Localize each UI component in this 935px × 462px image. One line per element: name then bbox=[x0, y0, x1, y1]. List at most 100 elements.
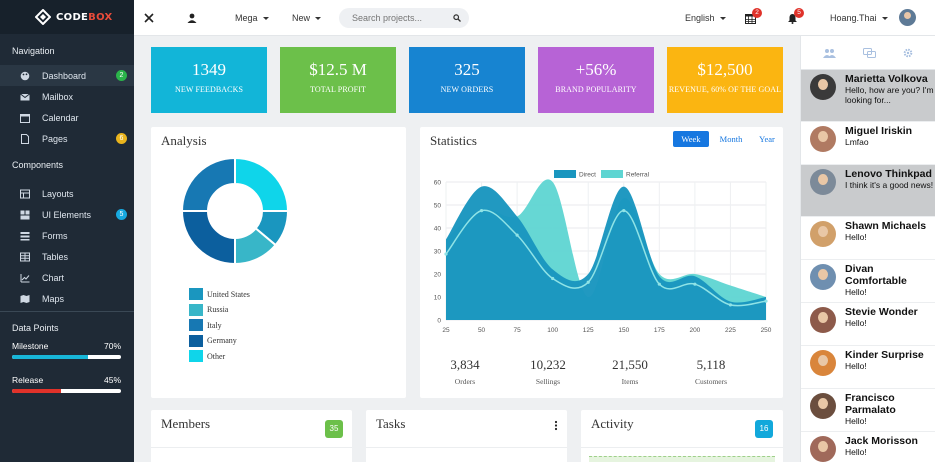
chart-legend-swatch bbox=[554, 170, 576, 178]
x-tick-label: 250 bbox=[761, 327, 772, 334]
chat-rail: Marietta Volkova Hello, how are you? I'm … bbox=[800, 36, 935, 462]
tab-week[interactable]: Week bbox=[673, 131, 709, 147]
donut-slice[interactable] bbox=[234, 156, 290, 212]
tab-year[interactable]: Year bbox=[759, 134, 775, 144]
milestone-progress-fill bbox=[12, 355, 89, 359]
avatar-face-shape bbox=[904, 12, 911, 19]
sidebar-item-pages[interactable]: Pages 6 bbox=[0, 128, 134, 149]
sidebar-item-label: UI Elements bbox=[42, 209, 92, 220]
statistics-panel: Statistics Week Month Year 0 10 20 30 40 50 60… bbox=[420, 127, 783, 398]
section-components: Components bbox=[12, 160, 64, 170]
calendar-notifications-button[interactable]: 2 bbox=[745, 0, 762, 36]
x-tick-label: 75 bbox=[513, 327, 521, 334]
close-icon bbox=[144, 13, 154, 23]
gear-icon[interactable] bbox=[903, 48, 913, 58]
chat-list-item[interactable]: Lenovo Thinkpad I think it's a good news! bbox=[801, 165, 935, 217]
avatar bbox=[810, 169, 836, 195]
chat-text: Miguel Iriskin Lmfao bbox=[845, 125, 912, 147]
members-divider bbox=[151, 447, 352, 448]
stat-card-1[interactable]: 1349 NEW FEEDBACKS bbox=[151, 47, 267, 113]
chat-text: Kinder Surprise Hello! bbox=[845, 349, 924, 371]
table-icon bbox=[20, 252, 30, 261]
chat-text: Marietta Volkova Hello, how are you? I'm … bbox=[845, 73, 935, 105]
sidebar: CODEBOX Navigation Dashboard 2 Mailbox Cale… bbox=[0, 0, 134, 462]
chat-list-item[interactable]: Miguel Iriskin Lmfao bbox=[801, 122, 935, 165]
search-icon[interactable] bbox=[453, 14, 461, 22]
release-progress-fill bbox=[12, 389, 62, 393]
calendar-icon bbox=[20, 113, 30, 123]
series-line-inner bbox=[445, 209, 767, 307]
chat-contact-name: Miguel Iriskin bbox=[845, 125, 913, 137]
chat-list-item[interactable]: Stevie Wonder Hello! bbox=[801, 303, 935, 346]
data-point[interactable] bbox=[444, 252, 448, 256]
data-point[interactable] bbox=[551, 276, 555, 281]
data-point[interactable] bbox=[479, 209, 484, 213]
stat-value: $12.5 M bbox=[309, 60, 367, 79]
tab-month[interactable]: Month bbox=[719, 134, 743, 144]
sidebar-item-mailbox[interactable]: Mailbox bbox=[0, 86, 134, 107]
data-point[interactable] bbox=[622, 209, 626, 213]
new-label: New bbox=[292, 13, 311, 23]
sidebar-item-ui-elements[interactable]: UI Elements 5 bbox=[0, 204, 134, 225]
chat-contact-name: Jack Morisson bbox=[845, 435, 918, 447]
sidebar-divider bbox=[0, 311, 134, 312]
user-menu-button[interactable] bbox=[187, 0, 197, 36]
new-menu-dropdown[interactable]: New bbox=[292, 0, 322, 36]
legend-swatch bbox=[189, 303, 203, 316]
stat-card-3[interactable]: 325 NEW ORDERS bbox=[409, 47, 525, 113]
data-point[interactable] bbox=[728, 303, 733, 307]
envelope-icon bbox=[20, 93, 30, 100]
data-point[interactable] bbox=[657, 282, 661, 286]
chat-list-item[interactable]: Shawn Michaels Hello! bbox=[801, 217, 935, 260]
y-tick-label: 10 bbox=[434, 295, 442, 302]
donut-slice[interactable] bbox=[180, 156, 236, 212]
data-point[interactable] bbox=[515, 233, 519, 237]
chat-text: Jack Morisson Hello! bbox=[845, 435, 918, 457]
topbar: Mega New English 2 5 Hoang.Thai bbox=[134, 0, 935, 36]
chat-list-item[interactable]: Jack Morisson Hello! bbox=[801, 432, 935, 462]
legend-swatch bbox=[189, 334, 203, 347]
chat-list-item[interactable]: Kinder Surprise Hello! bbox=[801, 346, 935, 389]
data-point[interactable] bbox=[764, 299, 768, 303]
series-area-direct[interactable] bbox=[446, 186, 766, 320]
chat-list-item[interactable]: Marietta Volkova Hello, how are you? I'm … bbox=[801, 70, 935, 122]
donut-slice[interactable] bbox=[180, 210, 236, 266]
x-tick-label: 150 bbox=[618, 327, 629, 334]
close-button[interactable] bbox=[144, 0, 154, 36]
chat-list-item[interactable]: Divan Comfortable Hello! bbox=[801, 260, 935, 303]
language-dropdown[interactable]: English bbox=[685, 0, 726, 36]
stat-card-5[interactable]: $12,500 REVENUE, 60% OF THE GOAL bbox=[667, 47, 783, 113]
x-tick-label: 50 bbox=[478, 327, 486, 334]
members-title: Members bbox=[161, 416, 211, 431]
data-point[interactable] bbox=[693, 282, 697, 286]
analysis-panel: Analysis United States Russia Italy Germany… bbox=[151, 127, 406, 398]
search-input[interactable] bbox=[339, 8, 469, 28]
stat-card-2[interactable]: $12.5 M TOTAL PROFIT bbox=[280, 47, 396, 113]
mega-menu-dropdown[interactable]: Mega bbox=[235, 0, 269, 36]
users-icon[interactable] bbox=[822, 48, 836, 58]
brand-logo[interactable]: CODEBOX bbox=[0, 0, 134, 34]
tasks-divider bbox=[366, 447, 567, 448]
calendar-grid-icon bbox=[745, 13, 756, 24]
sidebar-item-calendar[interactable]: Calendar bbox=[0, 107, 134, 128]
account-name: Hoang.Thai bbox=[830, 13, 877, 23]
chat-message-preview: I think it's a good news! bbox=[845, 180, 934, 190]
data-point[interactable] bbox=[586, 280, 590, 284]
account-avatar[interactable] bbox=[899, 9, 916, 26]
more-vertical-icon[interactable] bbox=[554, 420, 558, 431]
notifications-button[interactable]: 5 bbox=[787, 0, 804, 36]
tasks-title: Tasks bbox=[376, 416, 406, 431]
chat-list-item[interactable]: Francisco Parmalato Hello! bbox=[801, 389, 935, 432]
chat-bubbles-icon[interactable] bbox=[862, 47, 876, 58]
section-navigation: Navigation bbox=[12, 46, 55, 56]
sidebar-item-maps[interactable]: Maps bbox=[0, 288, 134, 309]
y-tick-label: 40 bbox=[434, 226, 442, 233]
sidebar-item-dashboard[interactable]: Dashboard 2 bbox=[0, 65, 134, 86]
sidebar-item-forms[interactable]: Forms bbox=[0, 225, 134, 246]
stat-value: 325 bbox=[454, 60, 480, 79]
sidebar-item-chart[interactable]: Chart bbox=[0, 267, 134, 288]
sidebar-item-tables[interactable]: Tables bbox=[0, 246, 134, 267]
stat-card-4[interactable]: +56% BRAND POPULARITY bbox=[538, 47, 654, 113]
account-dropdown[interactable]: Hoang.Thai bbox=[830, 0, 888, 36]
sidebar-item-layouts[interactable]: Layouts bbox=[0, 183, 134, 204]
